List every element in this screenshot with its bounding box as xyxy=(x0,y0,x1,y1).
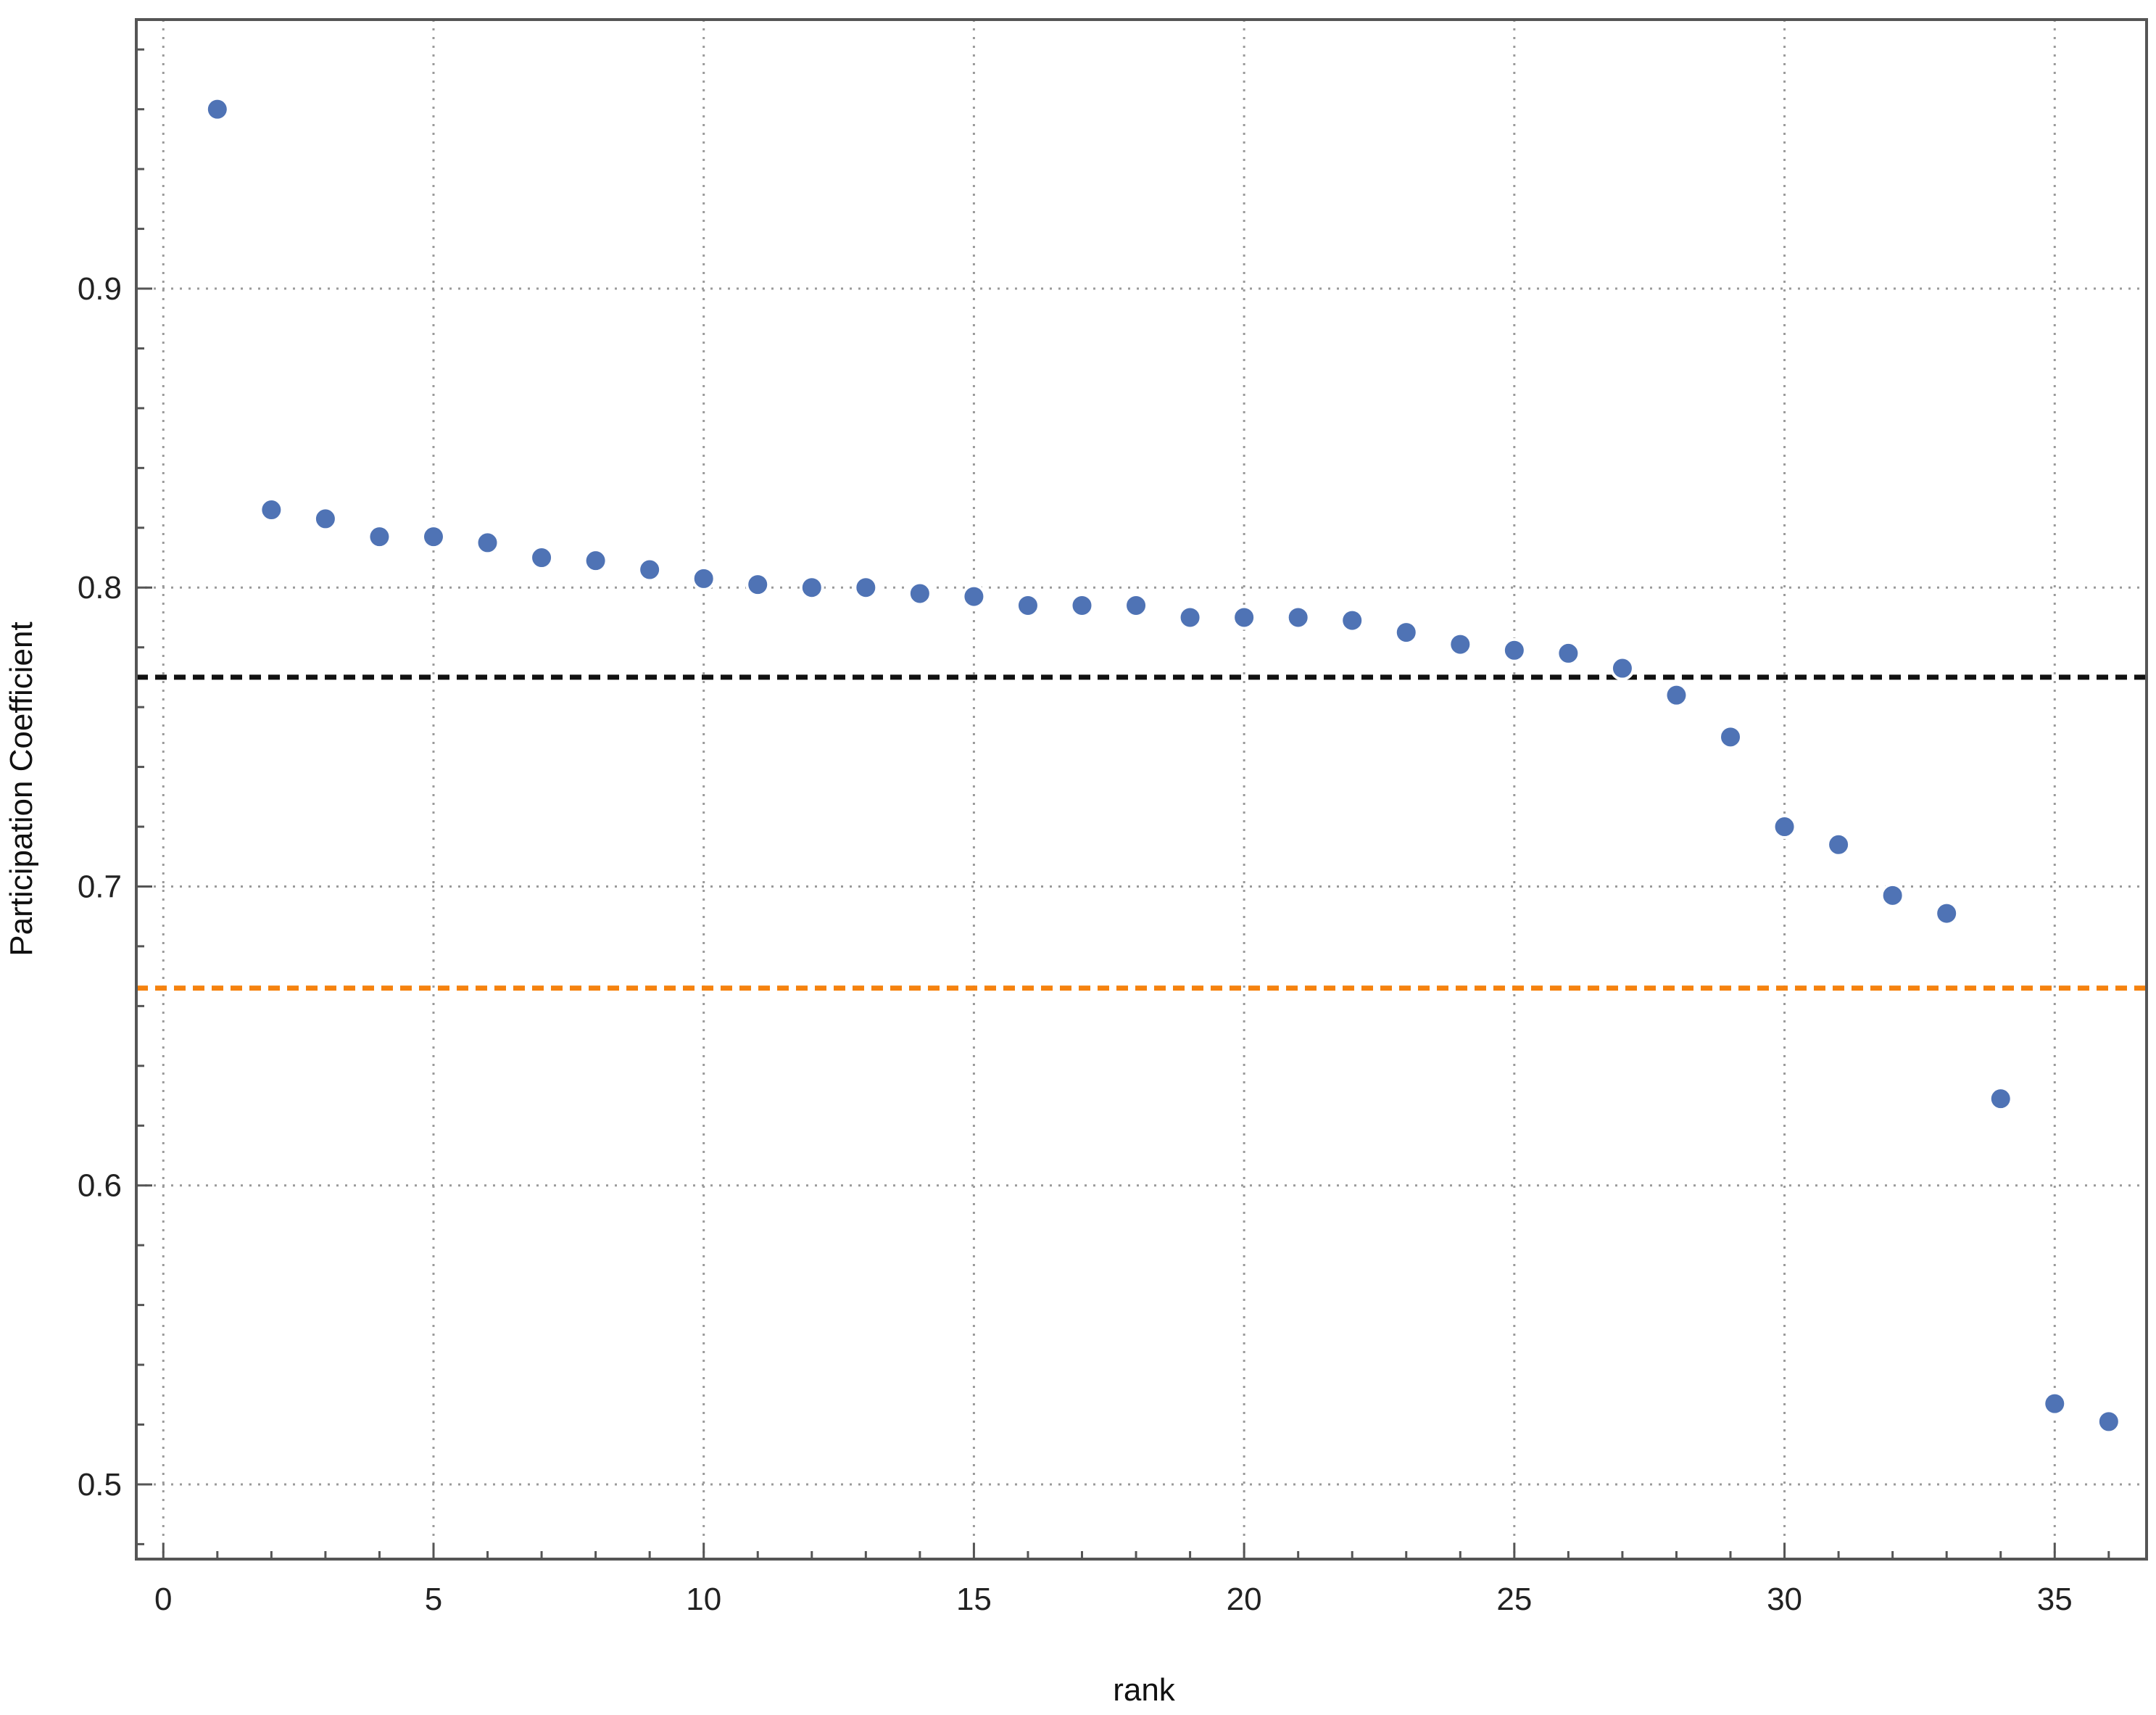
data-point xyxy=(312,506,338,532)
data-point xyxy=(1285,605,1311,630)
data-point xyxy=(1826,832,1852,857)
data-point xyxy=(1934,901,1960,926)
data-point xyxy=(1664,682,1689,708)
data-point xyxy=(2096,1409,2121,1434)
data-point xyxy=(907,581,932,606)
data-point xyxy=(1177,605,1203,630)
data-point xyxy=(853,575,879,600)
data-point xyxy=(1718,724,1744,750)
data-point xyxy=(1501,637,1527,663)
x-axis-label: rank xyxy=(1113,1672,1176,1708)
data-point xyxy=(1340,608,1365,633)
y-tick-label: 0.7 xyxy=(78,869,122,904)
reference-lines xyxy=(136,674,2147,991)
x-tick-label: 15 xyxy=(956,1582,992,1617)
data-point xyxy=(1393,620,1419,645)
data-point xyxy=(1448,632,1473,657)
data-point xyxy=(691,566,716,591)
data-point xyxy=(1556,640,1581,666)
x-tick-label: 25 xyxy=(1496,1582,1532,1617)
data-point xyxy=(583,548,608,574)
data-point xyxy=(1069,592,1095,618)
data-point xyxy=(1609,656,1635,681)
data-point xyxy=(961,584,987,609)
x-tick-label: 30 xyxy=(1767,1582,1802,1617)
data-point xyxy=(1772,814,1797,840)
x-tick-label: 20 xyxy=(1227,1582,1262,1617)
data-point xyxy=(259,497,284,523)
y-tick-label: 0.6 xyxy=(78,1168,122,1204)
grid-lines xyxy=(136,20,2147,1559)
data-point xyxy=(1988,1086,2013,1112)
data-points xyxy=(204,96,2121,1434)
data-point xyxy=(2042,1391,2068,1416)
data-point xyxy=(1880,883,1905,908)
y-axis-label: Participation Coefficient xyxy=(4,621,39,956)
axis-ticks: 0 5 10 15 20 25 30 35 0.5 0.6 0.7 0.8 0.9 xyxy=(78,48,2110,1617)
data-point xyxy=(637,557,663,582)
y-tick-label: 0.5 xyxy=(78,1467,122,1503)
x-tick-label: 5 xyxy=(425,1582,442,1617)
y-tick-label: 0.9 xyxy=(78,271,122,307)
data-point xyxy=(1124,592,1149,618)
y-tick-label: 0.8 xyxy=(78,570,122,606)
data-point xyxy=(1232,605,1257,630)
data-point xyxy=(367,524,392,550)
data-point xyxy=(529,545,555,571)
x-tick-label: 10 xyxy=(686,1582,721,1617)
data-point xyxy=(745,572,771,598)
data-point xyxy=(1015,592,1040,618)
data-point xyxy=(420,524,446,550)
x-tick-label: 0 xyxy=(154,1582,172,1617)
x-tick-label: 35 xyxy=(2037,1582,2073,1617)
data-point xyxy=(204,96,230,122)
data-point xyxy=(799,575,824,600)
plot-frame xyxy=(135,18,2148,1561)
data-point xyxy=(475,530,500,555)
